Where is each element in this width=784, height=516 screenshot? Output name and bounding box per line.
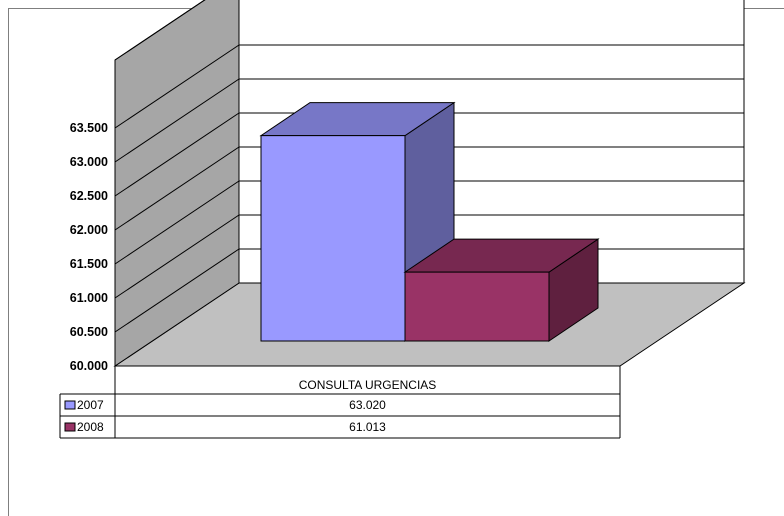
data-label-2008: 61.013: [349, 420, 386, 434]
data-label-2007: 63.020: [349, 398, 386, 412]
legend-key-2008: [64, 422, 76, 432]
y-tick-label: 62.000: [70, 223, 108, 237]
gridline-side: [114, 78, 240, 163]
gridline-side: [114, 214, 240, 299]
gridline-side: [114, 180, 240, 265]
data-table: CONSULTA URGENCIAS 2007 63.020 2008 61.013: [59, 366, 621, 439]
gridline-side: [114, 44, 240, 129]
legend-label-2008: 2008: [77, 420, 104, 434]
y-axis-ticks: 60.000 60.500 61.000 61.500 62.000 62.500 63.0…: [70, 121, 108, 373]
gridline-side: [114, 0, 206, 61]
legend-key-2007: [64, 400, 76, 410]
legend-label-2007: 2007: [77, 398, 104, 412]
y-tick-label: 62.500: [70, 189, 108, 203]
y-tick-label: 61.500: [70, 257, 108, 271]
bars: [259, 101, 600, 342]
bar-2007: [260, 135, 406, 342]
y-tick-label: 63.500: [70, 121, 108, 135]
gridline-side: [114, 146, 240, 231]
y-tick-label: 60.000: [70, 359, 108, 373]
y-tick-label: 63.000: [70, 155, 108, 169]
gridline-side: [114, 112, 240, 197]
y-tick-label: 61.000: [70, 291, 108, 305]
bar-2008: [404, 271, 550, 342]
gridline-side: [114, 248, 240, 333]
category-label: CONSULTA URGENCIAS: [299, 378, 437, 392]
y-tick-label: 60.500: [70, 325, 108, 339]
